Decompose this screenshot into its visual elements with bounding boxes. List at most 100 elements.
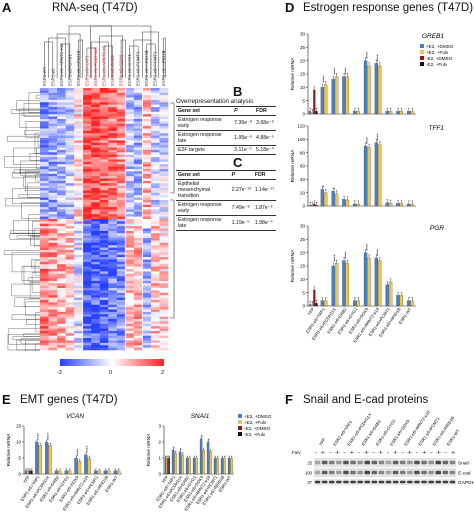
heatmap-cell [125, 276, 135, 279]
bar [30, 470, 33, 475]
heatmap-cell [48, 149, 58, 153]
dendrogram-branch [34, 260, 40, 276]
heatmap-cell [40, 223, 49, 227]
heatmap-cell [150, 209, 160, 213]
heatmap-cell [116, 278, 126, 282]
heatmap-cell [150, 107, 160, 110]
heatmap-cell [150, 192, 160, 196]
significance-star: * [333, 187, 338, 189]
heatmap-cell [99, 252, 109, 256]
heatmap-cell [150, 116, 160, 120]
heatmap-cell [108, 273, 118, 277]
heatmap-cell [48, 319, 58, 322]
table-cell: Epithelial mesenchymal transition [176, 179, 230, 201]
heatmap-cell [99, 285, 109, 289]
heatmap-cell [142, 97, 152, 101]
heatmap-cell [99, 88, 109, 91]
heatmap-cell [57, 290, 66, 294]
heatmap-cell [142, 188, 152, 191]
dendrogram-branch [31, 259, 40, 269]
heatmap-cell [82, 288, 92, 291]
heatmap-cell [40, 347, 49, 351]
heatmap-cell [57, 211, 66, 215]
heatmap-cell [82, 257, 92, 260]
heatmap-cell [125, 159, 135, 163]
heatmap-cell [91, 254, 101, 258]
panel-letter-f: F [285, 392, 293, 407]
heatmap-cell [150, 168, 160, 172]
bar [167, 457, 169, 475]
sample-label: ESR1-e6>ARID1B [144, 50, 149, 86]
heatmap-cell [74, 333, 83, 337]
heatmap-cell [116, 249, 126, 253]
heatmap-cell [99, 304, 109, 308]
heatmap-cell [150, 126, 160, 129]
y-tick-label: 80 [300, 150, 306, 155]
heatmap-cell [74, 176, 83, 179]
blot-band [392, 480, 399, 484]
significance-star: **** [322, 75, 327, 82]
heatmap-cell [159, 180, 169, 184]
heatmap-cell [116, 302, 126, 306]
heatmap-cell [142, 307, 152, 310]
heatmap-cell [142, 235, 152, 239]
heatmap-cell [159, 195, 169, 198]
heatmap-cell [116, 295, 126, 298]
heatmap-cell [150, 178, 160, 182]
heatmap-cell [108, 209, 118, 213]
heatmap-cell [116, 297, 126, 301]
legend-d-label: -E2, +Fulv [426, 62, 448, 67]
chart-title: VCAN [66, 413, 84, 420]
heatmap-cell [91, 135, 101, 139]
heatmap-cell [108, 159, 118, 163]
dendrogram-branch [12, 336, 40, 340]
blot-row-label: E-cad [458, 470, 471, 476]
heatmap-cell [150, 297, 160, 301]
significance-star: * [172, 446, 177, 448]
heatmap-cell [108, 97, 118, 101]
heatmap-cell [133, 338, 143, 341]
heatmap-cell [133, 176, 143, 179]
heatmap-cell [82, 280, 92, 284]
heatmap-cell [82, 199, 92, 203]
heatmap-cell [65, 280, 75, 284]
heatmap-cell [133, 278, 143, 282]
heatmap-cell [125, 133, 135, 136]
bar [58, 470, 62, 475]
heatmap-cell [65, 302, 75, 306]
heatmap-cell [159, 154, 169, 158]
heatmap-cell [48, 128, 58, 132]
heatmap-cell [91, 311, 101, 315]
heatmap-cell [91, 95, 101, 98]
heatmap-cell [65, 109, 75, 113]
heatmap-cell [150, 323, 160, 327]
heatmap-cell [150, 88, 160, 91]
heatmap-cell [108, 342, 118, 346]
heatmap-cell [108, 171, 118, 175]
heatmap-cell [150, 292, 160, 296]
heatmap-cell [57, 111, 66, 115]
heatmap-cell [108, 188, 118, 191]
heatmap-cell [57, 276, 66, 279]
heatmap-cell [108, 138, 118, 141]
heatmap-cell [142, 161, 152, 165]
table-cell: Estrogen response late [176, 130, 233, 146]
bar [342, 76, 346, 115]
heatmap-cell [133, 109, 143, 113]
heatmap-cell [142, 288, 152, 291]
heatmap-cell [142, 314, 152, 317]
bar [378, 65, 382, 115]
heatmap-cell [142, 249, 152, 253]
heatmap-cell [125, 323, 135, 327]
blot-band [329, 470, 335, 475]
table-b: Gene set P FDR Estrogen response early 7… [176, 106, 276, 155]
heatmap-cell [150, 280, 160, 284]
heatmap-cell [125, 118, 135, 122]
heatmap-cell [82, 309, 92, 313]
legend-d-swatch [420, 56, 424, 60]
heatmap-cell [57, 140, 66, 144]
significance-star: **** [343, 67, 348, 74]
heatmap-cell [65, 133, 75, 136]
heatmap-cell [65, 226, 75, 229]
